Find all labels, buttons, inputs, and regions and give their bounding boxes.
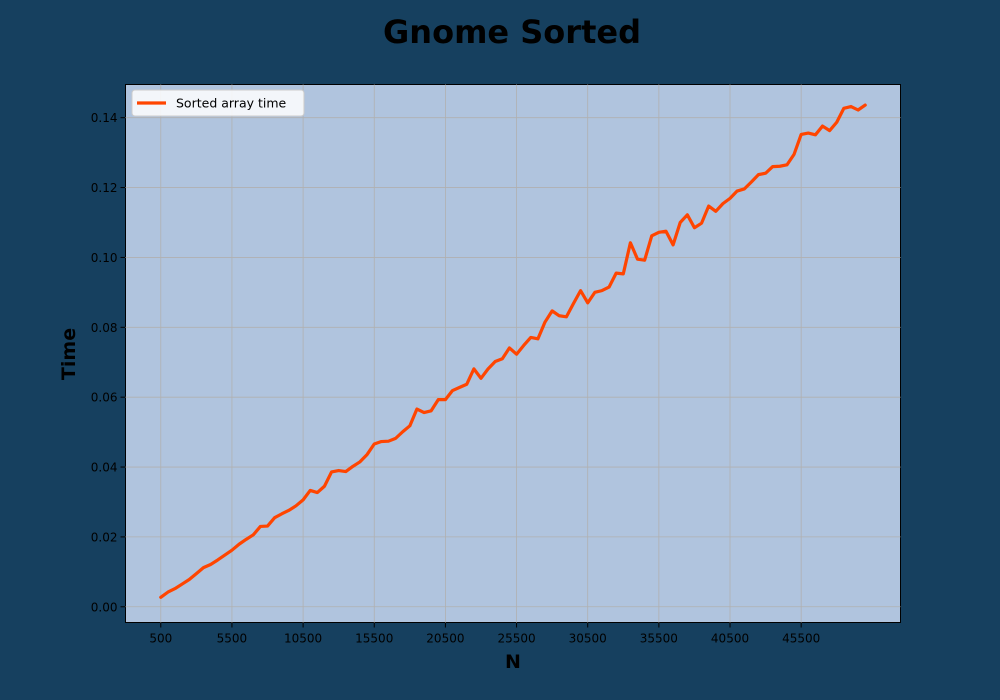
legend-label: Sorted array time [176, 96, 287, 111]
y-axis: 0.00 0.02 0.04 0.06 0.08 0.10 0.12 0.14 [91, 111, 126, 614]
x-axis: 500 5500 10500 15500 20500 25500 30500 35500 405… [149, 622, 820, 646]
x-tick-label: 25500 [497, 632, 535, 646]
x-tick-label: 30500 [569, 632, 607, 646]
y-tick-label: 0.14 [91, 111, 118, 125]
series-line-sorted-array-time [159, 103, 867, 599]
x-tick-label: 15500 [355, 632, 393, 646]
x-tick-label: 5500 [217, 632, 248, 646]
y-tick-label: 0.00 [91, 600, 118, 614]
x-tick-label: 10500 [284, 632, 322, 646]
x-tick-label: 40500 [711, 632, 749, 646]
y-tick-label: 0.06 [91, 391, 118, 405]
x-tick-label: 45500 [782, 632, 820, 646]
x-tick-label: 500 [149, 632, 172, 646]
y-axis-label: Time [58, 328, 80, 380]
x-tick-label: 20500 [426, 632, 464, 646]
y-tick-label: 0.12 [91, 181, 118, 195]
y-tick-label: 0.10 [91, 251, 118, 265]
x-axis-label: N [505, 651, 521, 673]
y-tick-label: 0.02 [91, 530, 118, 544]
y-tick-label: 0.08 [91, 321, 118, 335]
y-tick-label: 0.04 [91, 461, 118, 475]
legend: Sorted array time [131, 89, 305, 117]
x-tick-label: 35500 [640, 632, 678, 646]
chart-title: Gnome Sorted [383, 13, 641, 51]
grid [125, 84, 901, 623]
